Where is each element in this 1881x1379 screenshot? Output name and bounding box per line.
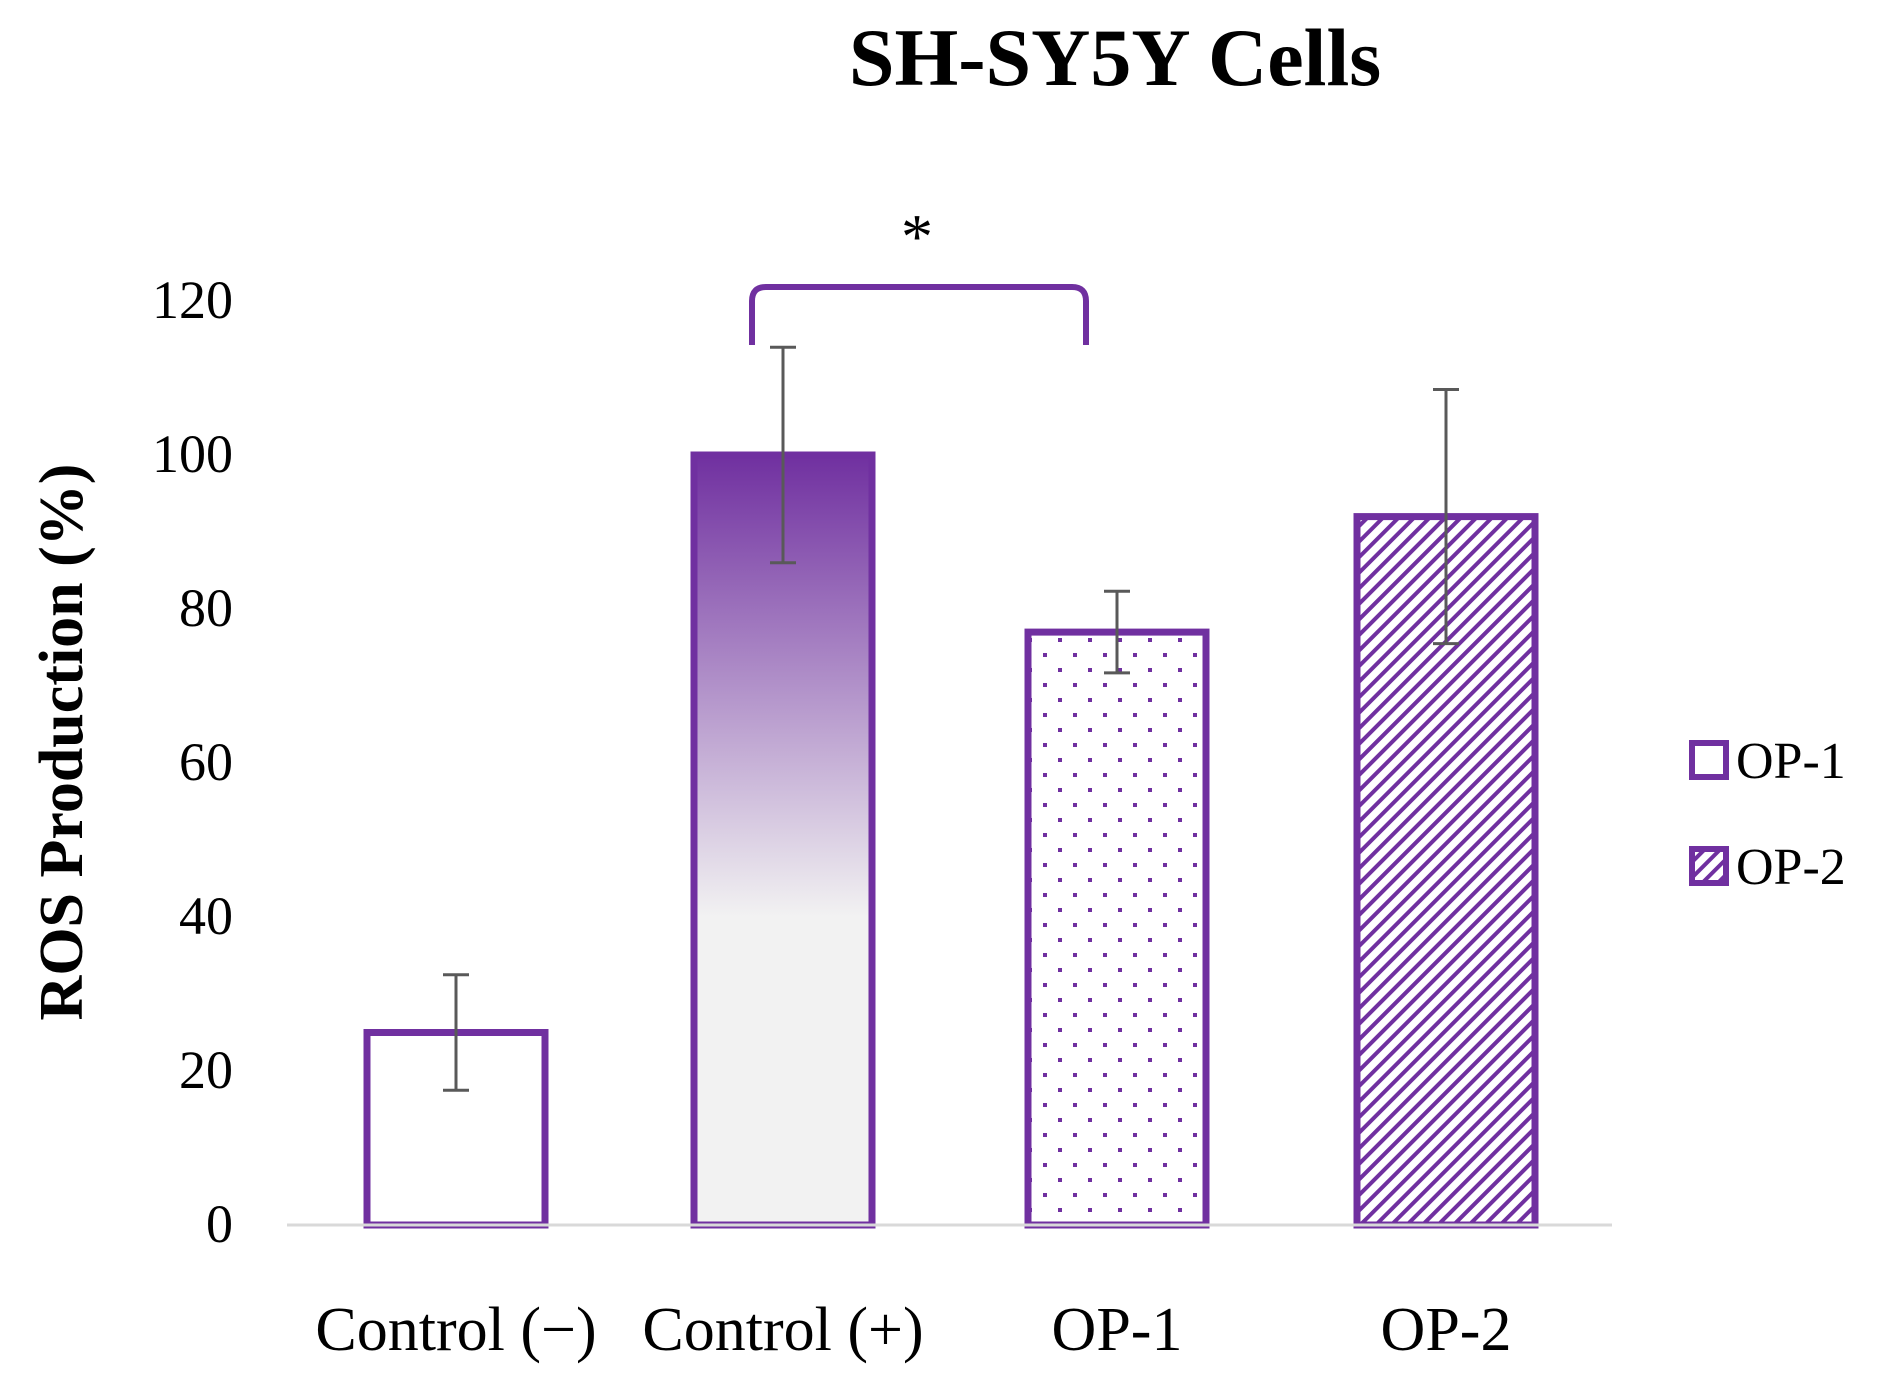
x-tick-label: OP-2 — [1381, 1296, 1512, 1364]
legend-swatch — [1689, 846, 1729, 886]
x-axis-labels: Control (−) Control (+) OP-1 OP-2 — [315, 1296, 1511, 1364]
significance-asterisk: * — [901, 201, 933, 272]
error-bar-4 — [1433, 388, 1459, 646]
legend-item-2: OP-2 — [1689, 839, 1846, 896]
x-tick-label: Control (−) — [315, 1296, 596, 1364]
significance-bracket: * — [749, 201, 1089, 345]
error-bar-2 — [770, 345, 796, 565]
error-bars — [443, 345, 1459, 1092]
legend-swatch — [1689, 740, 1729, 780]
legend-label: OP-1 — [1736, 733, 1846, 790]
chart-title: SH-SY5Y Cells — [849, 12, 1381, 103]
x-tick-label: Control (+) — [642, 1296, 923, 1364]
y-tick-label: 80 — [179, 578, 233, 638]
y-tick-label: 60 — [179, 732, 233, 792]
bar-2 — [690, 451, 876, 1229]
significance-bracket-line — [749, 284, 1089, 345]
bars — [363, 451, 1539, 1229]
error-bar-1 — [443, 973, 469, 1092]
legend-item-1: OP-1 — [1689, 733, 1846, 790]
bar-3 — [1024, 628, 1210, 1229]
x-tick-label: OP-1 — [1052, 1296, 1183, 1364]
y-tick-label: 100 — [152, 424, 233, 484]
y-tick-label: 20 — [179, 1040, 233, 1100]
y-tick-label: 120 — [152, 270, 233, 330]
y-tick-label: 40 — [179, 886, 233, 946]
legend: OP-1 OP-2 — [1689, 733, 1846, 896]
y-tick-label: 0 — [206, 1194, 233, 1254]
error-bar-3 — [1104, 589, 1130, 675]
legend-label: OP-2 — [1736, 839, 1846, 896]
y-axis-ticks: 0 20 40 60 80 100 120 — [152, 270, 233, 1254]
y-axis-label: ROS Production (%) — [28, 464, 96, 1021]
